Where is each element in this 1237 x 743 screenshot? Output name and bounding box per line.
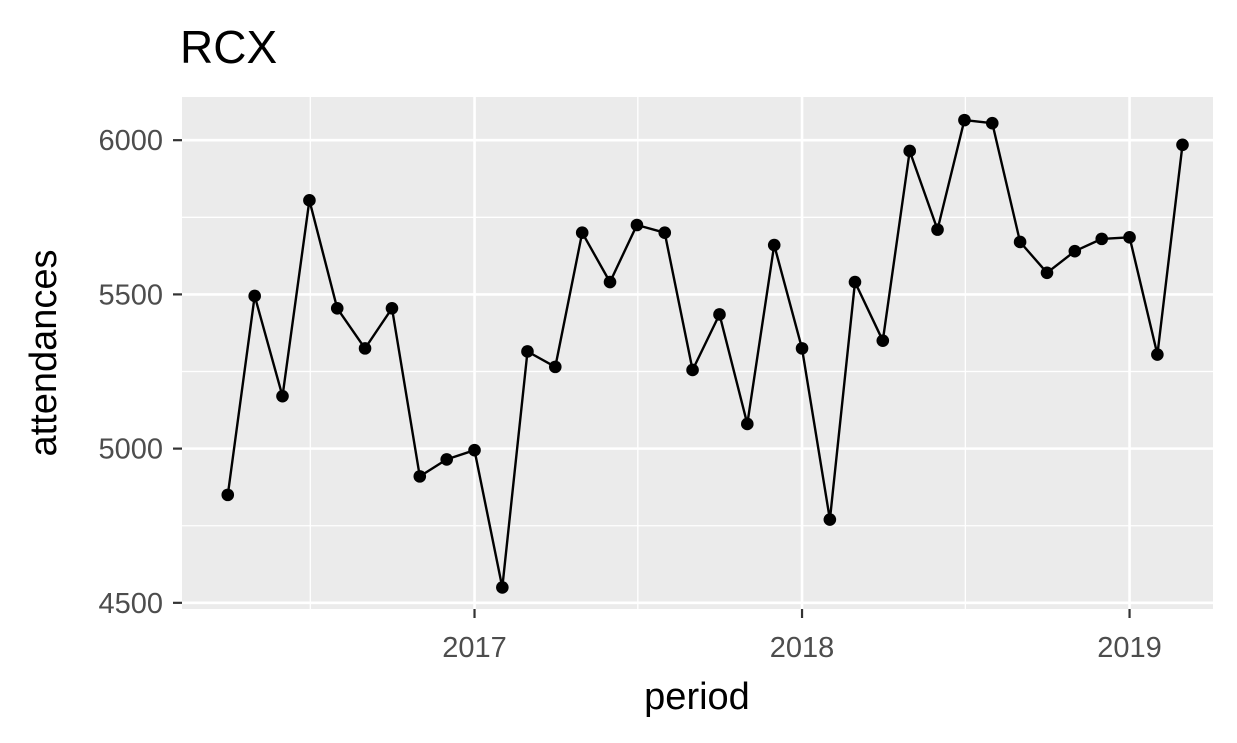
data-point xyxy=(903,144,917,158)
data-point xyxy=(985,116,999,130)
data-point xyxy=(496,581,509,594)
data-point xyxy=(958,113,971,127)
data-point xyxy=(1040,266,1054,280)
data-point xyxy=(221,488,235,502)
data-point xyxy=(823,513,837,526)
x-tick-label: 2017 xyxy=(442,632,507,664)
data-point xyxy=(385,301,399,315)
data-point xyxy=(575,226,589,240)
y-axis-title: attendances xyxy=(23,249,65,456)
data-point xyxy=(521,345,534,358)
series-line xyxy=(226,118,1184,589)
data-point xyxy=(330,301,344,315)
minor-gridlines xyxy=(182,97,1213,609)
data-point xyxy=(931,223,944,236)
data-point xyxy=(276,389,289,403)
x-tick-label: 2019 xyxy=(1097,632,1162,664)
data-point xyxy=(358,342,372,355)
chart-title: RCX xyxy=(180,21,277,73)
data-point xyxy=(848,275,862,289)
data-point xyxy=(1013,235,1027,249)
data-point xyxy=(1095,232,1109,246)
data-point xyxy=(795,342,809,355)
data-point xyxy=(440,453,454,466)
data-point xyxy=(248,289,261,303)
data-point xyxy=(468,443,481,457)
data-point xyxy=(1176,138,1189,152)
data-point xyxy=(713,308,726,321)
data-point xyxy=(876,334,890,347)
x-tick-labels: 2017 2018 2019 xyxy=(442,632,1162,664)
y-tick-label: 5500 xyxy=(98,279,163,311)
x-tick-label: 2018 xyxy=(770,632,835,664)
data-point xyxy=(548,360,562,374)
data-point xyxy=(413,470,427,483)
series-layer xyxy=(221,113,1189,594)
data-point xyxy=(630,218,644,232)
data-point xyxy=(686,363,699,377)
axis-ticks xyxy=(173,139,1131,618)
data-point xyxy=(1151,348,1164,361)
data-point xyxy=(767,238,781,252)
data-point xyxy=(741,417,754,431)
data-point xyxy=(303,194,316,207)
data-point xyxy=(658,226,672,240)
data-point xyxy=(1068,244,1082,258)
data-point xyxy=(603,275,617,289)
y-tick-labels: 4500 5000 5500 6000 xyxy=(98,125,163,620)
plot-panel xyxy=(182,97,1213,609)
major-gridlines xyxy=(182,97,1213,609)
y-tick-label: 4500 xyxy=(98,588,163,620)
x-axis-title: period xyxy=(644,676,750,718)
data-point xyxy=(1123,231,1136,244)
y-tick-label: 6000 xyxy=(98,125,163,157)
y-tick-label: 5000 xyxy=(98,434,163,466)
